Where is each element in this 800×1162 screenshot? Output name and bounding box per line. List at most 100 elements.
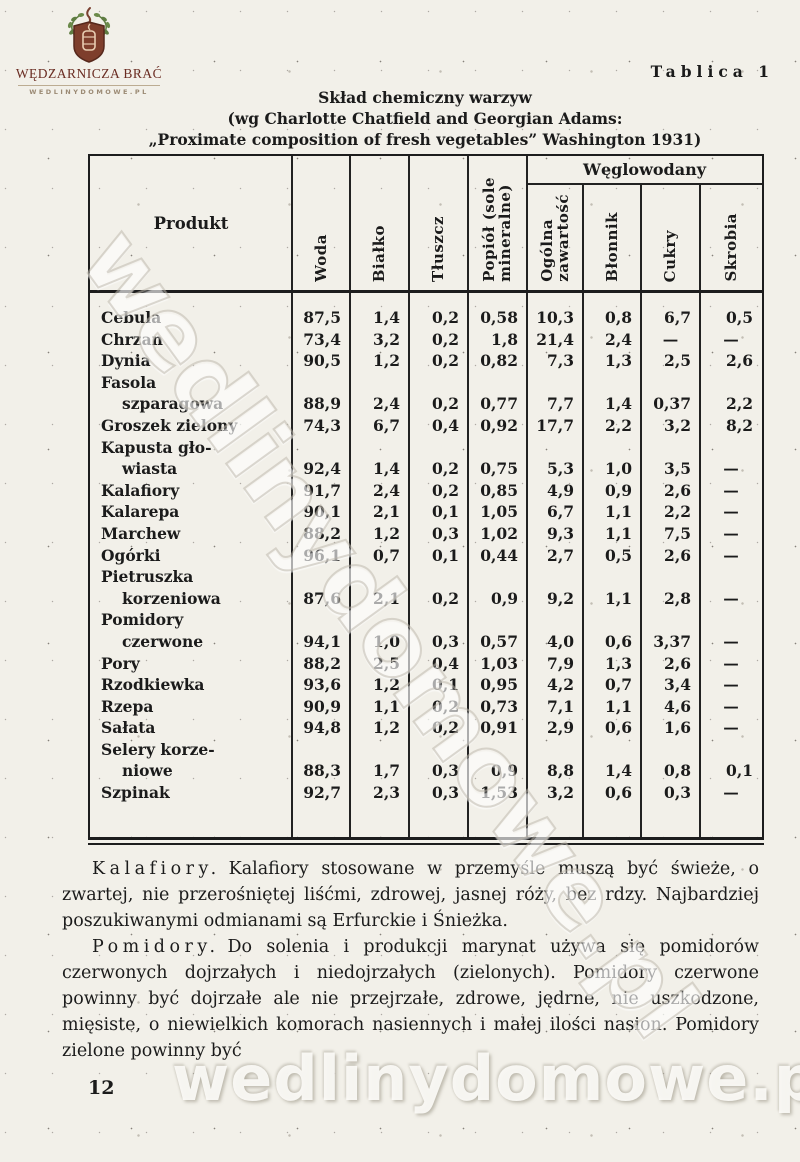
value-cell: 1,2 [373,718,400,738]
value-cell: 3,2 [547,783,574,803]
value-cell: 96,1 [303,545,341,565]
value-cell: 10,3 [536,308,574,327]
value-cell: 1,1 [605,588,632,608]
table-body: Cebula 87,5 1,4 0,2 0,58 10,3 0,8 6,7 0,5 Chrzan 7… [90,293,762,804]
column-header-tluszcz: Tłuszcz [429,216,447,282]
table-row: Sałata 94,8 1,2 0,2 0,91 2,9 0,6 1,6 — [90,717,762,739]
value-cell: — [723,480,739,500]
value-cell: 3,2 [373,329,400,349]
value-cell: 0,3 [432,761,459,781]
value-cell: 4,6 [664,696,691,716]
value-cell: 1,03 [480,653,518,673]
body-text: Kalafiory. Kalafiory stosowane w przemyśl… [62,856,759,1064]
value-cell: 92,4 [303,459,341,479]
value-cell: 5,3 [547,459,574,479]
value-cell: 1,1 [605,523,632,543]
product-name-cell: Selery korze-niowe [101,739,215,781]
value-cell: 0,2 [432,329,459,349]
product-name-cell: Cebula [101,308,162,327]
value-cell: 1,1 [605,696,632,716]
value-cell: 1,4 [605,761,632,781]
product-name-cell: Rzodkiewka [101,675,205,695]
value-cell: 0,95 [480,675,518,695]
value-cell: 91,7 [303,480,341,500]
table-row: Kalafiory 91,7 2,4 0,2 0,85 4,9 0,9 2,6 — [90,480,762,502]
table-row: Dynia 90,5 1,2 0,2 0,82 7,3 1,3 2,5 2,6 [90,350,762,372]
value-cell: 6,7 [547,502,574,522]
value-cell: 0,77 [480,394,518,414]
value-cell: 0,6 [605,783,632,803]
value-cell: — [723,631,739,651]
value-cell: 8,2 [726,415,753,435]
value-cell: 0,9 [491,588,518,608]
group-header-weglowodany: Węglowodany [582,160,706,179]
value-cell: 4,9 [547,480,574,500]
paragraph-headword: Kalafiory. [92,859,221,879]
table-row: Pory 88,2 2,5 0,4 1,03 7,9 1,3 2,6 — [90,653,762,675]
value-cell: — [723,696,739,716]
value-cell: 21,4 [536,329,574,349]
value-cell: 90,9 [303,696,341,716]
value-cell: 0,1 [432,545,459,565]
value-cell: 0,82 [480,351,518,371]
value-cell: 1,0 [605,459,632,479]
value-cell: 1,2 [373,351,400,371]
value-cell: 87,6 [303,588,341,608]
column-header-ogolna-zawartosc: Ogólna zawartość [537,194,572,282]
value-cell: 0,2 [432,480,459,500]
table-title-block: Skład chemiczny warzyw (wg Charlotte Cha… [60,87,790,150]
value-cell: 0,4 [432,653,459,673]
value-cell: 2,9 [547,718,574,738]
value-cell: 1,4 [605,394,632,414]
product-name-cell: Kalafiory [101,480,180,500]
value-cell: 0,1 [432,675,459,695]
product-name-cell: Chrzan [101,329,163,349]
paragraph-pomidory: Pomidory. Do solenia i produkcji marynat … [62,934,759,1064]
table-row: Fasola szparagowa 88,9 2,4 0,2 0,77 7,7 1,4 0,37… [90,372,762,415]
value-cell: 73,4 [303,329,341,349]
value-cell: 0,44 [480,545,518,565]
value-cell: 2,4 [373,394,400,414]
value-cell: 2,7 [547,545,574,565]
value-cell: 0,2 [432,459,459,479]
page-number: 12 [88,1077,115,1099]
table-row: Rzepa 90,9 1,1 0,2 0,73 7,1 1,1 4,6 — [90,696,762,718]
value-cell: 0,2 [432,394,459,414]
value-cell: 1,4 [373,459,400,479]
value-cell: 2,3 [373,783,400,803]
value-cell: 2,8 [664,588,691,608]
smokehouse-crest-icon [14,6,164,64]
value-cell: 0,3 [664,783,691,803]
paragraph-headword: Pomidory. [92,937,220,957]
composition-table: Produkt Woda Białko Tłuszcz Popiół (sole… [88,154,764,845]
value-cell: 74,3 [303,415,341,435]
column-header-woda: Woda [311,234,330,282]
value-cell: 7,1 [547,696,574,716]
value-cell: 1,02 [480,523,518,543]
value-cell: 0,92 [480,415,518,435]
publisher-logo: WĘDZARNICZA BRAĆ WEDLINYDOMOWE.PL [14,6,164,96]
value-cell: 2,2 [605,415,632,435]
value-cell: 1,2 [373,523,400,543]
product-name-cell: Sałata [101,718,156,738]
table-row: Ogórki 96,1 0,7 0,1 0,44 2,7 0,5 2,6 — [90,545,762,567]
product-name-cell: Fasola szparagowa [101,372,224,414]
value-cell: 0,8 [605,308,632,327]
value-cell: 0,9 [491,761,518,781]
value-cell: 6,7 [664,308,691,327]
product-name-cell: Dynia [101,351,151,371]
product-name-cell: Kapusta gło-wiasta [101,437,212,479]
product-name-cell: Marchew [101,523,181,543]
value-cell: 0,5 [605,545,632,565]
value-cell: 9,3 [547,523,574,543]
value-cell: — [723,502,739,522]
value-cell: 90,1 [303,502,341,522]
value-cell: 1,6 [664,718,691,738]
value-cell: 1,1 [605,502,632,522]
product-name-cell: Groszek zielony [101,415,238,435]
column-header-blonnik: Błonnik [602,212,621,282]
value-cell: 1,05 [480,502,518,522]
value-cell: 2,6 [664,653,691,673]
value-cell: 1,3 [605,351,632,371]
